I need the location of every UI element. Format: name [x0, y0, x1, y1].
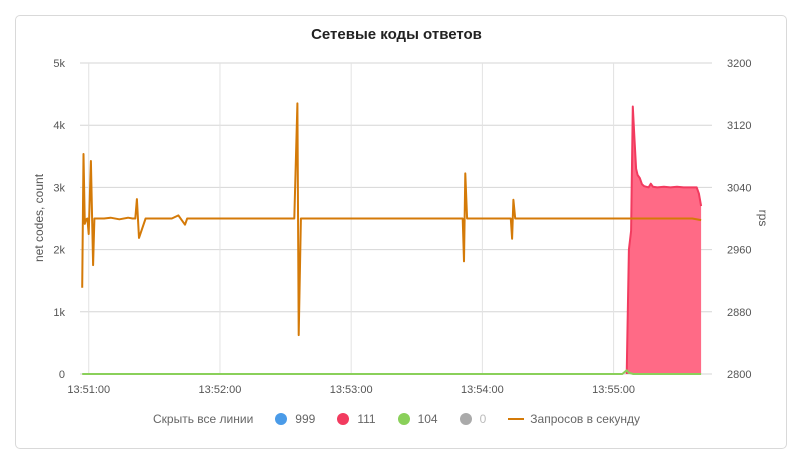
series-104-line: [82, 369, 702, 375]
legend-marker-111: [337, 413, 350, 425]
legend-marker-999: [275, 413, 288, 425]
series-111-area: [626, 106, 702, 374]
series-rps-line: [81, 102, 702, 337]
legend-marker-rps: [508, 418, 525, 420]
legend-marker-0: [459, 413, 472, 425]
legend-item-104[interactable]: 104: [397, 412, 438, 426]
hide-all-lines-button[interactable]: Скрыть все линии: [153, 412, 254, 426]
y-right-tick-label: 3040: [727, 182, 751, 194]
x-tick-label: 13:51:00: [67, 384, 110, 396]
y-right-axis-title: rps: [756, 210, 770, 227]
legend-label-rps: Запросов в секунду: [530, 412, 640, 426]
x-tick-label: 13:52:00: [199, 384, 242, 396]
legend-label-104: 104: [417, 412, 438, 426]
x-tick-label: 13:54:00: [461, 384, 504, 396]
y-left-tick-label: 0: [59, 369, 65, 381]
y-left-tick-label: 1k: [53, 307, 65, 319]
legend-label-0: 0: [479, 412, 487, 426]
legend-item-rps[interactable]: Запросов в секунду: [508, 412, 640, 426]
x-tick-label: 13:53:00: [330, 384, 373, 396]
legend-item-0[interactable]: 0: [459, 412, 487, 426]
y-right-tick-label: 2800: [727, 369, 751, 381]
series-111-line: [625, 105, 703, 375]
y-left-tick-label: 5k: [53, 58, 65, 70]
y-right-tick-label: 3120: [727, 120, 751, 132]
legend-item-111[interactable]: 111: [337, 412, 376, 426]
y-right-tick-label: 2960: [727, 245, 751, 257]
legend-label-111: 111: [357, 412, 376, 426]
legend-label-999: 999: [295, 412, 316, 426]
legend-item-999[interactable]: 999: [275, 412, 315, 426]
y-left-tick-label: 2k: [53, 245, 65, 257]
y-left-tick-label: 3k: [53, 182, 65, 194]
x-tick-label: 13:55:00: [592, 384, 635, 396]
y-left-axis-title: net codes, count: [32, 173, 46, 262]
chart-title: Сетевые коды ответов: [311, 26, 482, 43]
legend-marker-104: [397, 413, 410, 425]
y-left-tick-label: 4k: [53, 120, 65, 132]
y-right-tick-label: 3200: [727, 58, 751, 70]
y-right-tick-label: 2880: [727, 307, 751, 319]
legend: Скрыть все линии 999 111 104 0 Запросов …: [0, 412, 793, 426]
